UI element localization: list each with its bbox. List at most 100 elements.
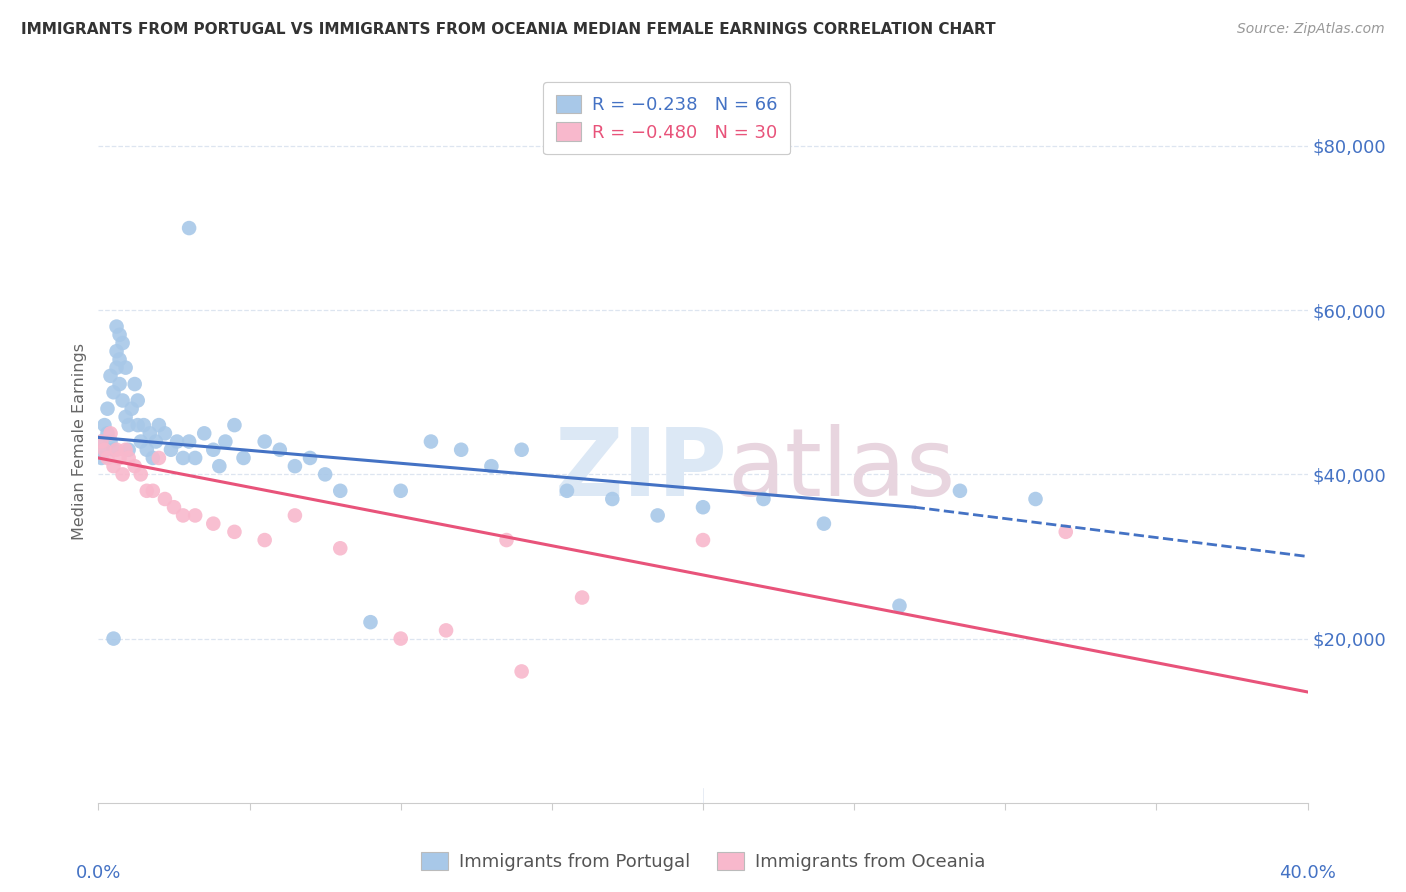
Point: [160, 442, 183, 457]
Point: [139, 426, 162, 441]
Point: [135, 442, 157, 457]
Point: [105, 360, 128, 375]
Point: [172, 450, 194, 465]
Text: Source: ZipAtlas.com: Source: ZipAtlas.com: [1237, 22, 1385, 37]
Point: [253, 533, 276, 547]
Point: [184, 450, 207, 465]
Point: [129, 467, 152, 482]
Point: [555, 483, 578, 498]
Point: [114, 409, 136, 424]
Point: [434, 624, 457, 638]
Point: [135, 483, 157, 498]
Point: [111, 336, 134, 351]
Point: [153, 426, 176, 441]
Point: [105, 442, 128, 457]
Point: [179, 221, 201, 235]
Point: [949, 483, 972, 498]
Point: [510, 665, 533, 679]
Point: [108, 327, 131, 342]
Point: [232, 450, 254, 465]
Point: [208, 459, 231, 474]
Point: [93, 418, 115, 433]
Point: [314, 467, 336, 482]
Point: [299, 450, 322, 465]
Point: [389, 483, 412, 498]
Point: [132, 418, 155, 433]
Point: [692, 500, 714, 515]
Point: [100, 426, 122, 441]
Y-axis label: Median Female Earnings: Median Female Earnings: [72, 343, 87, 540]
Point: [420, 434, 443, 449]
Point: [1024, 491, 1046, 506]
Point: [692, 533, 714, 547]
Legend: Immigrants from Portugal, Immigrants from Oceania: Immigrants from Portugal, Immigrants fro…: [413, 845, 993, 879]
Point: [118, 418, 141, 433]
Point: [179, 434, 201, 449]
Point: [145, 434, 167, 449]
Point: [389, 632, 412, 646]
Text: ZIP: ZIP: [554, 425, 727, 516]
Point: [284, 459, 307, 474]
Point: [166, 434, 188, 449]
Text: IMMIGRANTS FROM PORTUGAL VS IMMIGRANTS FROM OCEANIA MEDIAN FEMALE EARNINGS CORRE: IMMIGRANTS FROM PORTUGAL VS IMMIGRANTS F…: [21, 22, 995, 37]
Point: [269, 442, 291, 457]
Point: [510, 442, 533, 457]
Point: [148, 450, 170, 465]
Point: [108, 352, 131, 367]
Point: [647, 508, 669, 523]
Point: [142, 450, 165, 465]
Text: 0.0%: 0.0%: [76, 864, 121, 882]
Point: [172, 508, 194, 523]
Point: [108, 450, 131, 465]
Point: [103, 632, 125, 646]
Point: [96, 450, 118, 465]
Point: [111, 467, 134, 482]
Point: [329, 483, 352, 498]
Point: [105, 344, 128, 359]
Point: [103, 459, 125, 474]
Point: [90, 434, 112, 449]
Point: [96, 401, 118, 416]
Point: [90, 450, 112, 465]
Point: [253, 434, 276, 449]
Point: [202, 516, 225, 531]
Point: [214, 434, 236, 449]
Point: [129, 434, 152, 449]
Point: [450, 442, 472, 457]
Point: [127, 418, 149, 433]
Point: [105, 319, 128, 334]
Text: 40.0%: 40.0%: [1279, 864, 1336, 882]
Point: [127, 393, 149, 408]
Point: [752, 491, 775, 506]
Point: [118, 450, 141, 465]
Point: [90, 434, 112, 449]
Point: [224, 524, 246, 539]
Point: [142, 483, 165, 498]
Point: [93, 442, 115, 457]
Point: [96, 426, 118, 441]
Text: atlas: atlas: [727, 425, 956, 516]
Legend: R = −0.238   N = 66, R = −0.480   N = 30: R = −0.238 N = 66, R = −0.480 N = 30: [543, 82, 790, 154]
Point: [571, 591, 593, 605]
Point: [103, 385, 125, 400]
Point: [124, 459, 146, 474]
Point: [100, 434, 122, 449]
Point: [889, 599, 911, 613]
Point: [153, 491, 176, 506]
Point: [329, 541, 352, 556]
Point: [202, 442, 225, 457]
Point: [124, 377, 146, 392]
Point: [121, 401, 143, 416]
Point: [114, 360, 136, 375]
Point: [111, 393, 134, 408]
Point: [163, 500, 186, 515]
Point: [495, 533, 517, 547]
Point: [1054, 524, 1077, 539]
Point: [284, 508, 307, 523]
Point: [148, 418, 170, 433]
Point: [360, 615, 382, 630]
Point: [114, 442, 136, 457]
Point: [193, 426, 215, 441]
Point: [224, 418, 246, 433]
Point: [100, 368, 122, 383]
